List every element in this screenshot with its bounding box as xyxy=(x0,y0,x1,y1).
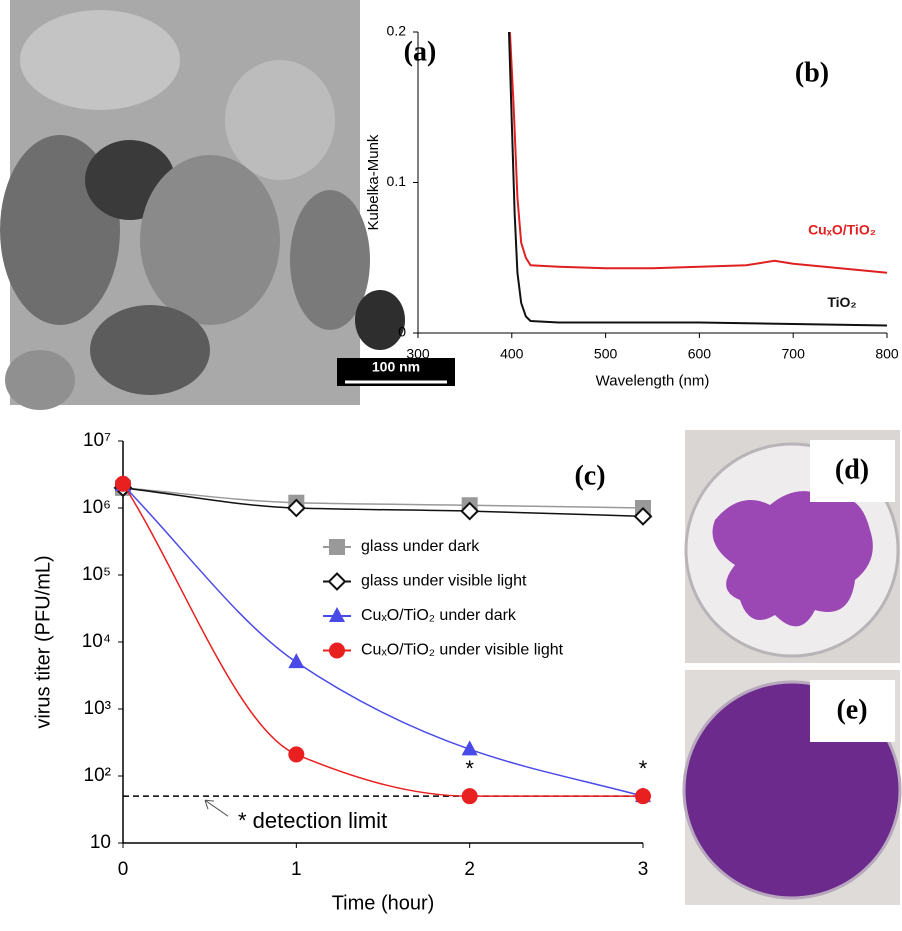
marker xyxy=(288,653,304,668)
x-tick-label: 400 xyxy=(500,346,524,362)
series-label: CuₓO/TiO₂ xyxy=(808,222,876,238)
panel-label: (b) xyxy=(795,57,829,88)
x-tick-label: 300 xyxy=(406,346,430,362)
panel-label: (d) xyxy=(835,454,869,485)
panel-label: (a) xyxy=(404,36,437,67)
x-tick-label: 3 xyxy=(638,859,649,880)
legend-label: glass under visible light xyxy=(361,573,527,590)
detection-label: * detection limit xyxy=(238,808,387,833)
x-tick-label: 2 xyxy=(464,859,475,880)
legend-marker xyxy=(329,643,345,659)
y-axis-label: Kubelka-Munk xyxy=(365,134,382,230)
x-tick-label: 0 xyxy=(118,859,129,880)
y-tick-label: 0.1 xyxy=(387,173,407,189)
x-tick-label: 700 xyxy=(782,346,806,362)
marker xyxy=(462,788,478,804)
y-tick-label: 10⁶ xyxy=(82,497,111,518)
y-axis-label: virus titer (PFU/mL) xyxy=(32,555,54,728)
x-tick-label: 500 xyxy=(594,346,618,362)
legend-label: CuₓO/TiO₂ under visible light xyxy=(361,642,564,659)
annotation: * xyxy=(465,756,474,781)
y-tick-label: 10⁴ xyxy=(82,631,111,652)
annotation: * xyxy=(639,756,648,781)
x-tick-label: 600 xyxy=(688,346,712,362)
tem-image xyxy=(0,0,405,410)
y-tick-label: 10² xyxy=(84,765,111,786)
series-line xyxy=(123,488,643,517)
x-tick-label: 800 xyxy=(875,346,899,362)
legend-label: glass under dark xyxy=(361,538,480,555)
arrow xyxy=(205,800,228,816)
series-line xyxy=(123,484,643,796)
x-tick-label: 1 xyxy=(291,859,302,880)
marker xyxy=(288,746,304,762)
legend-marker xyxy=(329,607,345,622)
panel-label: (c) xyxy=(574,460,605,491)
series-line xyxy=(509,32,887,325)
figure: (a) 100 nm (d) (e) 00.10.230040050060070… xyxy=(0,0,902,926)
x-axis-label: Wavelength (nm) xyxy=(596,372,710,389)
series-line xyxy=(123,485,643,796)
legend-label: CuₓO/TiO₂ under dark xyxy=(361,607,517,624)
y-tick-label: 0 xyxy=(398,324,406,340)
x-axis-label: Time (hour) xyxy=(332,893,435,915)
legend-marker xyxy=(329,574,345,590)
y-tick-label: 10⁷ xyxy=(83,430,111,451)
series-label: TiO₂ xyxy=(827,294,856,310)
marker xyxy=(635,788,651,804)
y-tick-label: 10⁵ xyxy=(82,564,111,585)
y-tick-label: 10 xyxy=(90,832,111,853)
panel-label: (e) xyxy=(836,694,867,725)
y-tick-label: 0.2 xyxy=(387,23,407,39)
marker xyxy=(115,476,131,492)
y-tick-label: 10³ xyxy=(84,698,111,719)
legend-marker xyxy=(329,539,345,555)
